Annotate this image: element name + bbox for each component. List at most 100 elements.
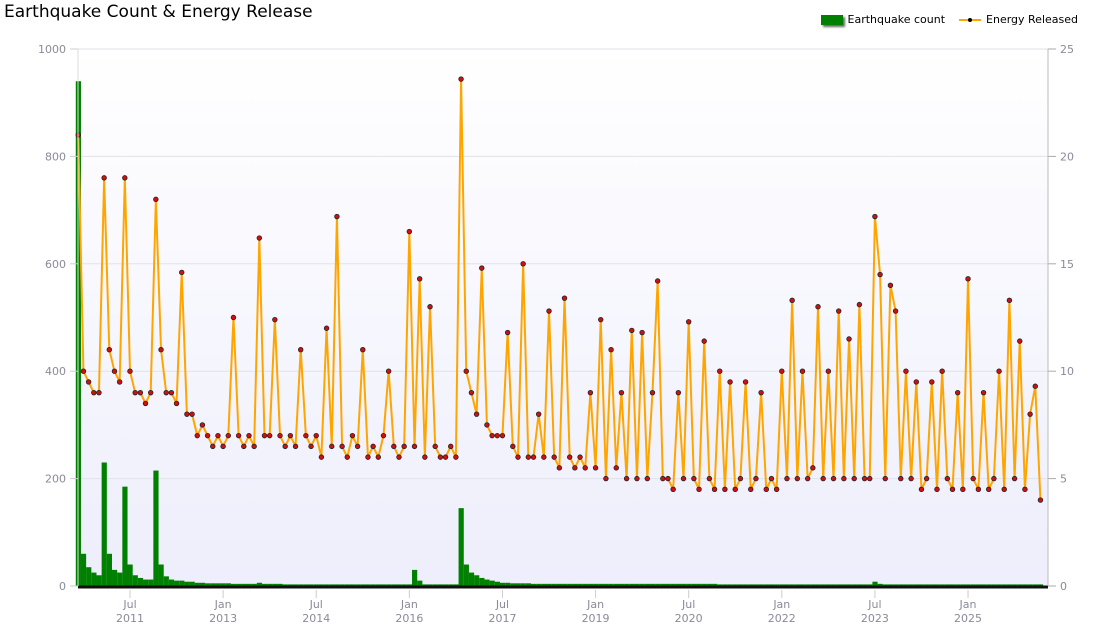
energy-point xyxy=(913,379,919,385)
count-bar xyxy=(562,583,568,586)
energy-point xyxy=(892,308,899,314)
energy-point xyxy=(349,432,356,439)
energy-point xyxy=(623,475,630,482)
energy-point xyxy=(851,475,857,482)
count-bar xyxy=(856,584,863,586)
energy-point xyxy=(587,389,594,396)
count-bar xyxy=(308,584,314,586)
left-tick-label: 0 xyxy=(59,580,66,593)
energy-point xyxy=(101,175,107,181)
energy-point xyxy=(173,400,180,407)
count-bar xyxy=(1022,584,1028,586)
count-bar xyxy=(675,583,682,586)
energy-point xyxy=(396,454,402,460)
x-tick-year: 2017 xyxy=(488,612,516,625)
energy-point xyxy=(820,475,826,482)
count-bar xyxy=(908,584,914,586)
energy-point xyxy=(551,454,557,460)
count-bar xyxy=(996,584,1002,586)
energy-point xyxy=(639,329,645,336)
count-bar xyxy=(313,584,319,586)
count-bar xyxy=(670,583,676,586)
energy-point xyxy=(215,432,221,439)
energy-point xyxy=(1001,486,1007,493)
count-bar xyxy=(339,584,345,586)
count-bar xyxy=(443,584,449,586)
x-tick-year: 2014 xyxy=(302,612,330,625)
count-bar xyxy=(106,553,113,586)
energy-point xyxy=(934,486,940,493)
count-bar xyxy=(593,583,599,586)
count-bar xyxy=(86,567,92,586)
count-bar xyxy=(836,584,842,586)
energy-point xyxy=(649,389,656,396)
energy-point xyxy=(546,308,552,314)
count-bar xyxy=(267,583,273,586)
energy-point xyxy=(908,475,914,482)
count-bar xyxy=(598,583,604,586)
count-bar xyxy=(293,584,299,586)
count-bar xyxy=(189,581,195,586)
energy-point xyxy=(111,368,118,374)
count-bar xyxy=(479,577,485,586)
energy-point xyxy=(494,432,500,439)
count-bar xyxy=(975,584,982,586)
count-bar xyxy=(887,584,894,586)
count-bar xyxy=(893,584,899,586)
count-bar xyxy=(163,576,169,586)
count-bar xyxy=(174,580,180,586)
energy-point xyxy=(654,278,661,284)
energy-point xyxy=(949,486,956,493)
count-bar xyxy=(122,486,128,586)
energy-point xyxy=(422,454,428,460)
count-bar xyxy=(184,581,190,586)
energy-point xyxy=(867,475,873,482)
count-bar xyxy=(484,579,490,586)
energy-point xyxy=(308,443,314,450)
count-bar xyxy=(210,583,216,586)
energy-point xyxy=(479,265,485,271)
count-bar xyxy=(955,584,961,586)
count-bar xyxy=(458,508,464,586)
energy-point xyxy=(701,338,707,344)
energy-point xyxy=(272,316,278,323)
count-bar xyxy=(448,584,454,586)
count-bar xyxy=(556,583,563,586)
energy-point xyxy=(220,443,226,450)
energy-point xyxy=(991,475,997,482)
count-bar xyxy=(520,583,526,586)
energy-point xyxy=(246,432,252,439)
energy-point xyxy=(292,443,299,450)
count-bar xyxy=(567,583,573,586)
legend-item-energy[interactable]: Energy Released xyxy=(959,13,1078,26)
count-bar xyxy=(179,580,185,586)
x-tick-month: Jul xyxy=(867,598,881,611)
count-bar xyxy=(515,583,521,586)
count-bar xyxy=(101,462,107,586)
count-bar xyxy=(303,584,309,586)
count-bar xyxy=(251,583,257,586)
count-bar xyxy=(355,584,361,586)
count-bar xyxy=(489,580,495,586)
count-bar xyxy=(80,553,87,586)
left-tick-label: 400 xyxy=(45,365,66,378)
x-tick-year: 2013 xyxy=(209,612,237,625)
count-bar xyxy=(148,579,154,586)
energy-point xyxy=(535,411,542,417)
energy-point xyxy=(1027,411,1033,417)
count-bar xyxy=(370,584,376,586)
x-tick-year: 2020 xyxy=(675,612,703,625)
count-bar xyxy=(965,584,971,586)
energy-point xyxy=(225,432,231,439)
count-bar xyxy=(525,583,532,586)
energy-point xyxy=(618,389,625,396)
count-bar xyxy=(241,583,247,586)
count-bar xyxy=(727,584,733,586)
count-bar xyxy=(722,584,728,586)
right-tick-label: 10 xyxy=(1060,365,1074,378)
legend-item-count[interactable]: Earthquake count xyxy=(820,13,945,26)
energy-point xyxy=(525,454,532,460)
legend-swatch-count xyxy=(820,14,843,25)
count-bar xyxy=(918,584,925,586)
energy-point xyxy=(929,379,935,385)
